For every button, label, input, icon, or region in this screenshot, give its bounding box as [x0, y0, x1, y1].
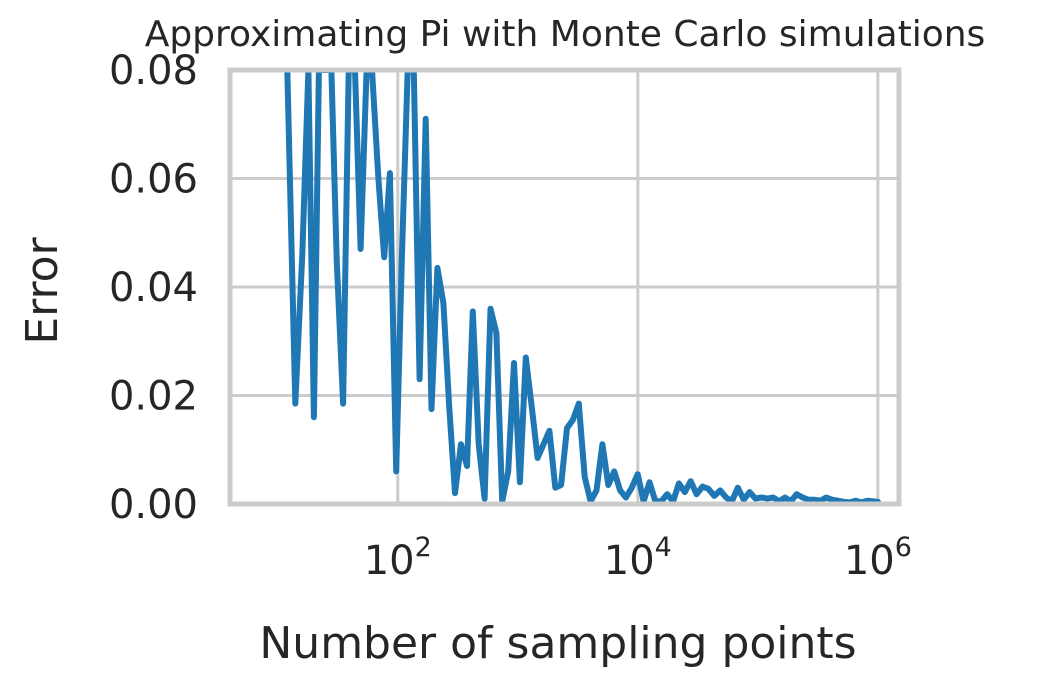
y-tick-labels: 0.00 0.02 0.04 0.06 0.08 — [109, 48, 198, 528]
error-series-line — [284, 70, 881, 504]
y-tick-label: 0.02 — [109, 374, 198, 420]
x-tick-label: 106 — [844, 532, 912, 584]
y-tick-label: 0.04 — [109, 265, 198, 311]
chart-title: Approximating Pi with Monte Carlo simula… — [145, 14, 986, 55]
y-tick-label: 0.06 — [109, 157, 198, 203]
x-axis-label: Number of sampling points — [259, 618, 856, 669]
x-tick-label: 104 — [604, 532, 672, 584]
x-tick-label: 102 — [364, 532, 432, 584]
y-tick-label: 0.00 — [109, 482, 198, 528]
y-tick-label: 0.08 — [109, 48, 198, 94]
plot-frame — [227, 67, 902, 507]
x-tick-labels: 102 104 106 — [364, 532, 912, 584]
plot-area — [284, 70, 881, 504]
y-axis-label: Error — [17, 236, 68, 344]
